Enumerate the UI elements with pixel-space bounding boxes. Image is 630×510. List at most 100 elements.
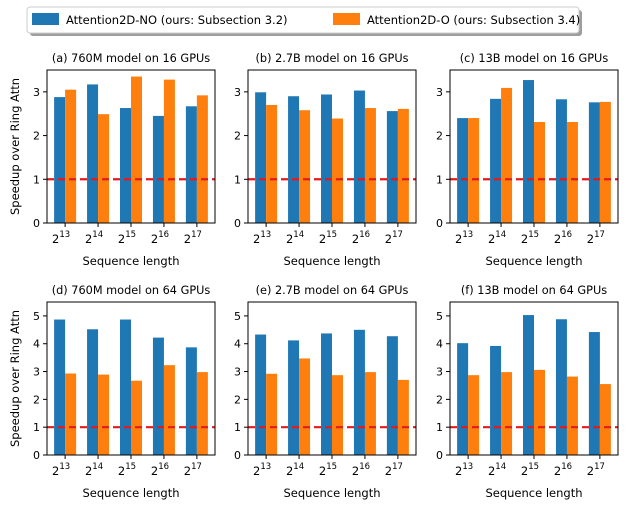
- y-tick-label: 1: [436, 173, 443, 186]
- bar-no: [321, 333, 332, 455]
- bar-o: [534, 122, 545, 223]
- bar-no: [588, 102, 600, 223]
- y-tick-label: 3: [33, 366, 40, 379]
- bar-no: [255, 334, 267, 455]
- x-axis-label: Sequence length: [82, 254, 179, 268]
- x-tick-label: 213: [52, 462, 70, 478]
- bar-o: [599, 384, 611, 455]
- x-tick-label: 214: [286, 230, 304, 246]
- bar-no: [588, 332, 600, 455]
- y-axis-label: Speedup over Ring Attn: [8, 310, 22, 447]
- y-tick-label: 4: [436, 338, 443, 351]
- panel-title: (b) 2.7B model on 16 GPUs: [256, 52, 409, 65]
- x-tick-label: 214: [286, 462, 304, 478]
- x-tick-label: 214: [85, 462, 103, 478]
- bar-o: [468, 118, 480, 223]
- bar-o: [163, 365, 175, 455]
- y-tick-label: 3: [234, 366, 241, 379]
- x-tick-label: 216: [554, 462, 572, 478]
- legend-label-no: Attention2D-NO (ours: Subsection 3.2): [66, 13, 288, 27]
- bar-no: [386, 336, 398, 455]
- bar-o: [534, 369, 545, 455]
- x-tick-label: 213: [52, 230, 70, 246]
- plot-frame: [449, 301, 619, 456]
- bar-no: [255, 92, 267, 224]
- panel-title: (d) 760M model on 64 GPUs: [52, 284, 211, 297]
- bar-no: [120, 319, 131, 455]
- bar-o: [397, 379, 409, 455]
- bar-o: [332, 118, 343, 223]
- x-tick-label: 213: [455, 230, 473, 246]
- x-tick-label: 217: [587, 230, 605, 246]
- x-tick-label: 215: [319, 230, 337, 246]
- legend: Attention2D-NO (ours: Subsection 3.2) At…: [26, 6, 582, 36]
- y-tick-label: 4: [234, 338, 241, 351]
- y-tick-label: 0: [234, 217, 241, 230]
- bar-no: [152, 115, 164, 223]
- bar-o: [98, 114, 110, 223]
- x-tick-label: 215: [118, 462, 136, 478]
- x-tick-label: 217: [184, 230, 202, 246]
- y-tick-label: 3: [234, 86, 241, 99]
- plot-frame: [247, 69, 417, 224]
- panel-title: (a) 760M model on 16 GPUs: [52, 52, 210, 65]
- y-tick-label: 5: [436, 310, 443, 323]
- bar-no: [457, 118, 469, 223]
- y-tick-label: 1: [33, 421, 40, 434]
- bar-o: [332, 375, 343, 455]
- bar-o: [65, 89, 77, 224]
- bar-o: [468, 375, 480, 455]
- x-tick-label: 214: [488, 230, 506, 246]
- legend-swatch-no: [32, 13, 59, 25]
- y-tick-label: 0: [33, 217, 40, 230]
- x-tick-label: 214: [85, 230, 103, 246]
- x-tick-label: 215: [319, 462, 337, 478]
- bar-no: [555, 99, 567, 223]
- bar-o: [131, 380, 142, 455]
- x-axis-label: Sequence length: [485, 254, 582, 268]
- bar-no: [120, 108, 131, 223]
- bar-no: [523, 315, 534, 455]
- bar-o: [501, 87, 513, 224]
- bar-no: [87, 329, 99, 455]
- panel-title: (c) 13B model on 16 GPUs: [460, 52, 609, 65]
- bar-no: [185, 347, 197, 455]
- y-axis-label: Speedup over Ring Attn: [8, 78, 22, 215]
- x-tick-label: 216: [151, 462, 169, 478]
- bar-no: [152, 337, 164, 455]
- bar-o: [65, 373, 77, 455]
- bar-no: [321, 94, 332, 223]
- bar-no: [288, 96, 300, 223]
- y-tick-label: 0: [33, 449, 40, 462]
- bar-o: [98, 374, 110, 455]
- bar-o: [196, 372, 208, 455]
- bar-o: [397, 108, 409, 223]
- x-tick-label: 213: [253, 462, 271, 478]
- x-tick-label: 216: [352, 230, 370, 246]
- x-tick-label: 217: [385, 230, 403, 246]
- bar-no: [87, 84, 99, 223]
- bar-no: [353, 329, 365, 455]
- y-tick-label: 5: [33, 310, 40, 323]
- bar-o: [299, 358, 311, 455]
- panel-title: (f) 13B model on 64 GPUs: [461, 284, 607, 297]
- x-tick-label: 213: [455, 462, 473, 478]
- legend-swatch-o: [333, 13, 360, 25]
- bar-no: [490, 98, 502, 223]
- legend-frame: [26, 6, 580, 34]
- bar-no: [288, 340, 300, 455]
- plot-frame: [46, 301, 216, 456]
- bar-no: [555, 319, 567, 455]
- y-tick-label: 5: [234, 310, 241, 323]
- bar-no: [457, 343, 469, 455]
- x-axis-label: Sequence length: [485, 486, 582, 500]
- y-tick-label: 1: [234, 173, 241, 186]
- bar-o: [364, 108, 376, 223]
